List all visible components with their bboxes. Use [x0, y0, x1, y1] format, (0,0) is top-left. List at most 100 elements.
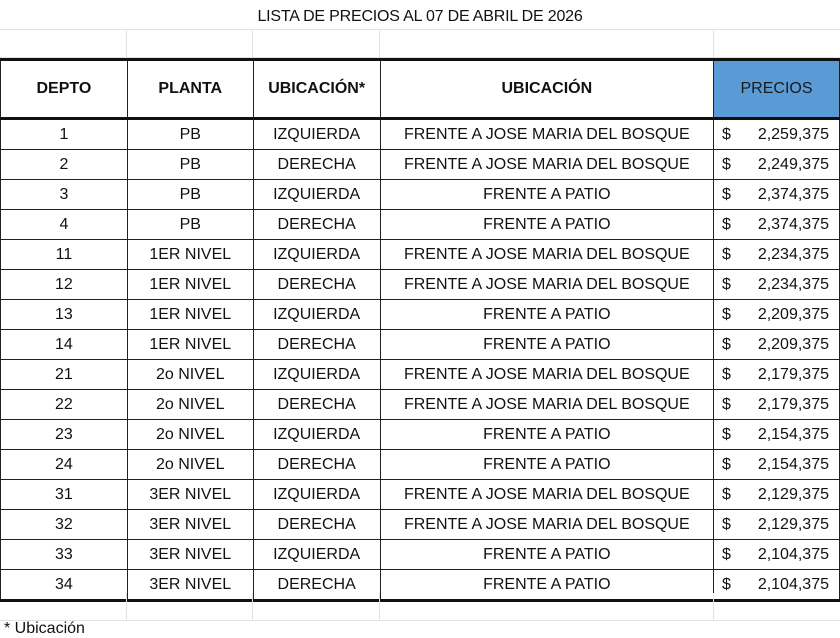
- planta-cell: 1ER NIVEL: [126, 329, 254, 360]
- precio-cell: $2,374,375: [713, 179, 840, 210]
- ubicacion-frente-cell: FRENTE A PATIO: [379, 179, 715, 210]
- precio-value: 2,209,375: [757, 305, 829, 323]
- depto-cell: 1: [0, 118, 128, 150]
- table-row: 32 3ER NIVEL DERECHA FRENTE A JOSE MARIA DE…: [0, 509, 840, 540]
- precio-cell: $2,104,375: [713, 539, 840, 570]
- currency-symbol: $: [722, 455, 731, 473]
- planta-cell: 1ER NIVEL: [126, 269, 254, 300]
- ubicacion-lado-cell: DERECHA: [252, 389, 381, 420]
- planta-cell: 1ER NIVEL: [126, 239, 254, 270]
- header-planta: PLANTA: [126, 58, 254, 120]
- precio-value: 2,104,375: [757, 575, 829, 593]
- precio-value: 2,129,375: [757, 485, 829, 503]
- precio-cell: $2,104,375: [713, 569, 840, 602]
- table-row: 24 2o NIVEL DERECHA FRENTE A PATIO $2,154,37…: [0, 449, 840, 480]
- precio-cell: $2,249,375: [713, 149, 840, 180]
- blank-row: [0, 30, 840, 58]
- planta-cell: 2o NIVEL: [126, 449, 254, 480]
- precio-cell: $2,179,375: [713, 359, 840, 390]
- header-ubicacion-lado: UBICACIÓN*: [252, 58, 381, 120]
- table-row: 4 PB DERECHA FRENTE A PATIO $2,374,375: [0, 209, 840, 240]
- table-row: 22 2o NIVEL DERECHA FRENTE A JOSE MARIA DEL…: [0, 389, 840, 420]
- currency-symbol: $: [722, 125, 731, 143]
- table-row: 21 2o NIVEL IZQUIERDA FRENTE A JOSE MARIA D…: [0, 359, 840, 390]
- ubicacion-frente-cell: FRENTE A PATIO: [379, 569, 715, 602]
- header-precios: PRECIOS: [713, 58, 840, 120]
- precio-cell: $2,154,375: [713, 449, 840, 480]
- precio-value: 2,259,375: [757, 125, 829, 143]
- ubicacion-lado-cell: DERECHA: [252, 329, 381, 360]
- currency-symbol: $: [722, 395, 731, 413]
- precio-cell: $2,179,375: [713, 389, 840, 420]
- precio-value: 2,209,375: [757, 335, 829, 353]
- planta-cell: 3ER NIVEL: [126, 539, 254, 570]
- header-ubicacion-frente: UBICACIÓN: [379, 58, 715, 120]
- ubicacion-lado-cell: IZQUIERDA: [252, 239, 381, 270]
- planta-cell: 2o NIVEL: [126, 389, 254, 420]
- table-row: 31 3ER NIVEL IZQUIERDA FRENTE A JOSE MARIA …: [0, 479, 840, 510]
- currency-symbol: $: [722, 365, 731, 383]
- blank-row: [0, 593, 840, 621]
- currency-symbol: $: [722, 215, 731, 233]
- ubicacion-frente-cell: FRENTE A PATIO: [379, 539, 715, 570]
- depto-cell: 12: [0, 269, 128, 300]
- ubicacion-lado-cell: IZQUIERDA: [252, 179, 381, 210]
- currency-symbol: $: [722, 275, 731, 293]
- table-row: 2 PB DERECHA FRENTE A JOSE MARIA DEL BOSQUE…: [0, 149, 840, 180]
- precio-cell: $2,374,375: [713, 209, 840, 240]
- currency-symbol: $: [722, 515, 731, 533]
- ubicacion-lado-cell: DERECHA: [252, 269, 381, 300]
- ubicacion-lado-cell: IZQUIERDA: [252, 118, 381, 150]
- depto-cell: 4: [0, 209, 128, 240]
- precio-value: 2,234,375: [757, 245, 829, 263]
- depto-cell: 32: [0, 509, 128, 540]
- depto-cell: 21: [0, 359, 128, 390]
- precio-value: 2,249,375: [757, 155, 829, 173]
- ubicacion-frente-cell: FRENTE A JOSE MARIA DEL BOSQUE: [379, 269, 715, 300]
- ubicacion-frente-cell: FRENTE A PATIO: [379, 299, 715, 330]
- planta-cell: 2o NIVEL: [126, 419, 254, 450]
- depto-cell: 24: [0, 449, 128, 480]
- planta-cell: 3ER NIVEL: [126, 509, 254, 540]
- currency-symbol: $: [722, 485, 731, 503]
- ubicacion-frente-cell: FRENTE A JOSE MARIA DEL BOSQUE: [379, 359, 715, 390]
- header-depto: DEPTO: [0, 58, 128, 120]
- depto-cell: 33: [0, 539, 128, 570]
- precio-value: 2,234,375: [757, 275, 829, 293]
- ubicacion-frente-cell: FRENTE A PATIO: [379, 209, 715, 240]
- precio-cell: $2,209,375: [713, 299, 840, 330]
- ubicacion-frente-cell: FRENTE A PATIO: [379, 449, 715, 480]
- depto-cell: 31: [0, 479, 128, 510]
- ubicacion-lado-cell: IZQUIERDA: [252, 479, 381, 510]
- ubicacion-lado-cell: DERECHA: [252, 509, 381, 540]
- depto-cell: 3: [0, 179, 128, 210]
- ubicacion-lado-cell: DERECHA: [252, 209, 381, 240]
- precio-value: 2,374,375: [757, 185, 829, 203]
- depto-cell: 23: [0, 419, 128, 450]
- precio-value: 2,154,375: [757, 455, 829, 473]
- precio-value: 2,179,375: [757, 365, 829, 383]
- ubicacion-lado-cell: IZQUIERDA: [252, 299, 381, 330]
- currency-symbol: $: [722, 575, 731, 593]
- currency-symbol: $: [722, 425, 731, 443]
- table-row: 14 1ER NIVEL DERECHA FRENTE A PATIO $2,209,3…: [0, 329, 840, 360]
- table-row: 33 3ER NIVEL IZQUIERDA FRENTE A PATIO $2,104…: [0, 539, 840, 570]
- ubicacion-lado-cell: IZQUIERDA: [252, 419, 381, 450]
- precio-cell: $2,259,375: [713, 118, 840, 150]
- ubicacion-lado-cell: IZQUIERDA: [252, 539, 381, 570]
- ubicacion-lado-cell: IZQUIERDA: [252, 359, 381, 390]
- precio-cell: $2,129,375: [713, 479, 840, 510]
- planta-cell: PB: [126, 209, 254, 240]
- depto-cell: 14: [0, 329, 128, 360]
- ubicacion-frente-cell: FRENTE A JOSE MARIA DEL BOSQUE: [379, 389, 715, 420]
- currency-symbol: $: [722, 335, 731, 353]
- currency-symbol: $: [722, 305, 731, 323]
- planta-cell: PB: [126, 118, 254, 150]
- depto-cell: 11: [0, 239, 128, 270]
- table-row: 23 2o NIVEL IZQUIERDA FRENTE A PATIO $2,154,…: [0, 419, 840, 450]
- currency-symbol: $: [722, 185, 731, 203]
- precio-value: 2,374,375: [757, 215, 829, 233]
- planta-cell: 1ER NIVEL: [126, 299, 254, 330]
- precio-value: 2,179,375: [757, 395, 829, 413]
- ubicacion-frente-cell: FRENTE A JOSE MARIA DEL BOSQUE: [379, 509, 715, 540]
